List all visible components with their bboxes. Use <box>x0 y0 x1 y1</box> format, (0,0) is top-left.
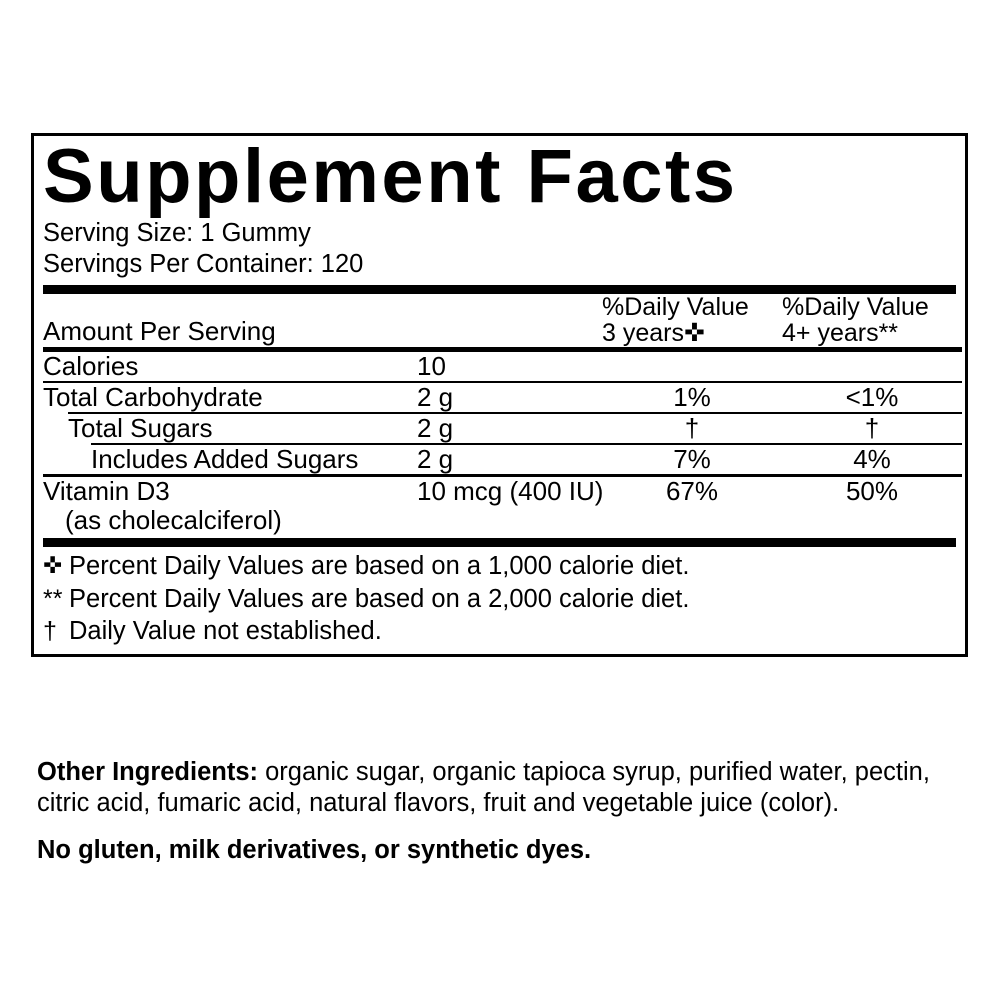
row-dv1-calories <box>602 352 782 381</box>
serving-info: Serving Size: 1 Gummy Servings Per Conta… <box>43 218 956 278</box>
row-dv2-total-sugars: † <box>864 412 880 443</box>
row-name-total-sugars: Total Sugars <box>68 412 213 443</box>
header-dv2-line2: 4+ years** <box>782 319 899 348</box>
row-name-calories: Calories <box>43 350 139 381</box>
row-amount-total-sugars: 2 g <box>417 412 454 443</box>
servings-per-container: Servings Per Container: 120 <box>43 249 364 278</box>
footnote-dv-not-established-text: Daily Value not established. <box>69 617 382 646</box>
table-header-row: Amount Per Serving %Daily Value 3 years✜… <box>43 292 962 348</box>
row-dv1-total-sugars: † <box>684 412 700 443</box>
row-name-includes-added-sugars: Includes Added Sugars <box>91 443 359 474</box>
header-daily-value-3-years: %Daily Value 3 years✜ <box>602 292 782 348</box>
row-name-vitamin-d3: Vitamin D3 (as cholecalciferol) <box>43 477 417 535</box>
row-dv2-total-carbohydrate: <1% <box>845 381 899 412</box>
footnote-2000-calorie: ** Percent Daily Values are based on a 2,… <box>43 583 956 616</box>
footnote-dv-not-established: † Daily Value not established. <box>43 615 956 648</box>
row-amount-vitamin-d3: 10 mcg (400 IU) <box>417 476 604 507</box>
row-amount-includes-added-sugars: 2 g <box>417 443 454 474</box>
header-amount-per-serving: Amount Per Serving <box>43 315 276 346</box>
rule-below-includes-added-sugars <box>43 474 962 478</box>
table-row-includes-added-sugars: Includes Added Sugars 2 g 7% 4% <box>43 443 962 474</box>
row-dv1-total-carbohydrate: 1% <box>673 381 711 412</box>
header-dv2-line1: %Daily Value <box>782 292 929 321</box>
other-ingredients: Other Ingredients: organic sugar, organi… <box>37 757 972 818</box>
rule-below-nutrition-table <box>43 538 956 548</box>
panel-title: Supplement Facts <box>43 134 956 219</box>
rule-below-calories <box>43 380 962 383</box>
rule-below-serving <box>43 284 956 294</box>
header-dv1-line1: %Daily Value <box>602 292 749 321</box>
table-row-vitamin-d3: Vitamin D3 (as cholecalciferol) 10 mcg (… <box>43 476 962 535</box>
header-daily-value-4plus-years: %Daily Value 4+ years** <box>782 292 962 348</box>
below-panel-text: Other Ingredients: organic sugar, organi… <box>37 757 972 866</box>
row-dv2-calories <box>782 352 962 381</box>
supplement-facts-panel: Supplement Facts Serving Size: 1 Gummy S… <box>31 133 968 658</box>
row-amount-total-carbohydrate: 2 g <box>417 381 454 412</box>
row-dv2-includes-added-sugars: 4% <box>853 443 891 474</box>
row-name-vitamin-d3-main: Vitamin D3 <box>43 476 170 507</box>
rule-below-total-carbohydrate <box>43 411 962 414</box>
footnote-club-icon: ✜ <box>43 552 63 579</box>
table-row-calories: Calories 10 <box>43 350 962 381</box>
row-name-total-carbohydrate: Total Carbohydrate <box>43 381 263 412</box>
serving-size: Serving Size: 1 Gummy <box>43 219 311 248</box>
table-row-total-sugars: Total Sugars 2 g † † <box>43 412 962 443</box>
row-dv1-vitamin-d3: 67% <box>665 476 719 507</box>
other-ingredients-label: Other Ingredients: <box>37 758 259 786</box>
row-dv1-includes-added-sugars: 7% <box>673 443 711 474</box>
table-row-total-carbohydrate: Total Carbohydrate 2 g 1% <1% <box>43 381 962 412</box>
footnote-dagger-icon: † <box>43 617 57 646</box>
row-dv2-vitamin-d3: 50% <box>845 476 899 507</box>
other-ingredients-text: organic sugar, organic tapioca syrup, pu… <box>37 758 930 817</box>
footnote-2000-calorie-text: Percent Daily Values are based on a 2,00… <box>69 584 690 613</box>
footnote-1000-calorie: ✜ Percent Daily Values are based on a 1,0… <box>43 550 956 582</box>
panel-title-text: Supplement Facts <box>43 134 738 219</box>
nutrition-table: Amount Per Serving %Daily Value 3 years✜… <box>43 292 962 536</box>
footnote-asterisk-icon: ** <box>43 584 63 613</box>
footnotes: ✜ Percent Daily Values are based on a 1,0… <box>43 550 956 648</box>
row-amount-calories: 10 <box>417 350 446 381</box>
rule-below-header <box>43 346 962 352</box>
no-gluten-statement: No gluten, milk derivatives, or syntheti… <box>37 836 592 865</box>
row-name-vitamin-d3-source: (as cholecalciferol) <box>65 505 282 536</box>
header-dv1-line2: 3 years✜ <box>602 319 705 348</box>
footnote-1000-calorie-text: Percent Daily Values are based on a 1,00… <box>69 552 690 581</box>
rule-below-total-sugars <box>43 442 962 445</box>
